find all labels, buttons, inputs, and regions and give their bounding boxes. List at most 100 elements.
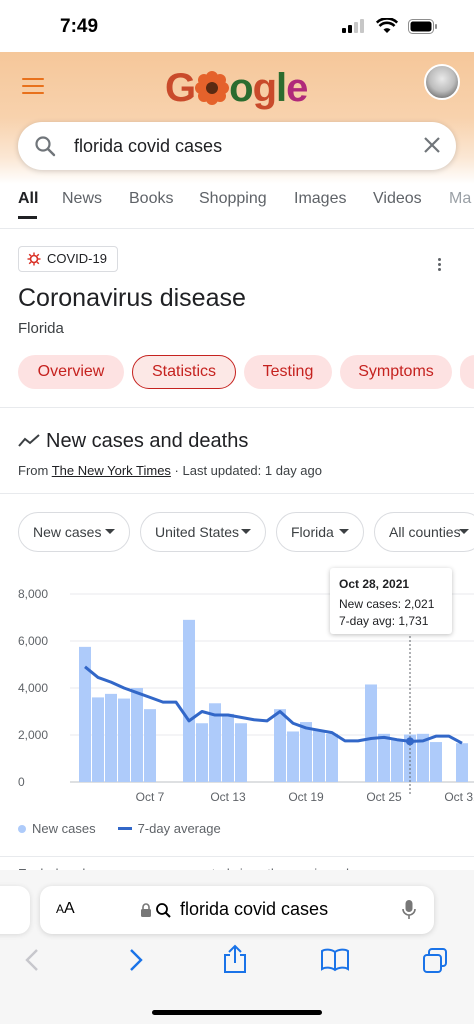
- chart-bar: [79, 646, 91, 782]
- menu-icon[interactable]: [22, 78, 44, 96]
- cases-chart[interactable]: 0 2,000 4,000 6,000 8,000 Oct 7 Oct 13 Oct 19 Oc…: [0, 560, 474, 820]
- tab-images[interactable]: Images: [294, 190, 347, 207]
- more-options-icon[interactable]: [438, 258, 442, 273]
- chart-tooltip: Oct 28, 2021 New cases: 2,021 7-day avg:…: [330, 568, 452, 634]
- y-tick-label: 6,000: [18, 634, 48, 648]
- chart-bar: [391, 739, 403, 782]
- pill-symptoms[interactable]: Symptoms: [340, 355, 452, 389]
- avatar[interactable]: [424, 64, 460, 100]
- logo-letter: o: [229, 66, 253, 110]
- x-tick-label: Oct 19: [288, 790, 324, 804]
- chart-bar: [235, 723, 247, 782]
- filter-state-dropdown[interactable]: Florida: [276, 512, 364, 552]
- home-indicator: [152, 1010, 322, 1015]
- aa-small: A: [56, 902, 65, 916]
- lock-icon: [141, 903, 171, 918]
- wifi-icon: [376, 18, 398, 33]
- chart-bar: [300, 722, 312, 782]
- tab-shopping[interactable]: Shopping: [199, 190, 267, 207]
- filter-country-dropdown[interactable]: United States: [140, 512, 266, 552]
- tabs-icon[interactable]: [422, 948, 448, 974]
- chart-bar: [131, 688, 143, 782]
- signal-icon: [342, 19, 364, 33]
- logo-letter: G: [165, 66, 196, 110]
- chart-bar: [92, 697, 104, 782]
- divider: [0, 228, 474, 229]
- tooltip-new-cases: New cases: 2,021: [339, 597, 435, 611]
- chart-bar: [378, 733, 390, 782]
- back-icon[interactable]: [24, 948, 40, 972]
- highlight-point: [406, 737, 414, 746]
- x-tick-label: Oct 31: [444, 790, 474, 804]
- pill-overview[interactable]: Overview: [18, 355, 124, 389]
- tab-maps[interactable]: Ma: [449, 190, 472, 207]
- pill-statistics[interactable]: Statistics: [132, 355, 236, 389]
- chart-legend: New cases 7-day average: [18, 821, 221, 836]
- tab-books[interactable]: Books: [129, 190, 174, 207]
- covid-chip[interactable]: COVID-19: [18, 246, 118, 272]
- x-tick-label: Oct 13: [210, 790, 246, 804]
- search-box[interactable]: florida covid cases: [18, 122, 456, 170]
- section-title: New cases and deaths: [46, 430, 249, 452]
- google-doodle-logo[interactable]: G ogle: [165, 66, 308, 111]
- chart-bar: [144, 709, 156, 782]
- source-line: From The New York Times · Last updated: …: [18, 463, 322, 478]
- chart-bar: [417, 733, 429, 782]
- source-prefix: From: [18, 463, 52, 478]
- status-icons: [342, 18, 438, 34]
- divider: [0, 856, 474, 857]
- search-icon: [35, 136, 56, 157]
- legend-line-label: 7-day average: [137, 821, 221, 836]
- share-icon[interactable]: [222, 944, 248, 974]
- flower-icon: [195, 71, 230, 105]
- status-time: 7:49: [60, 16, 99, 37]
- filter-label: United States: [155, 524, 240, 540]
- covid-chip-label: COVID-19: [47, 251, 107, 266]
- tooltip-date: Oct 28, 2021: [339, 577, 410, 591]
- y-tick-label: 2,000: [18, 728, 48, 742]
- tab-all[interactable]: All: [18, 190, 39, 207]
- chart-bar: [313, 730, 325, 782]
- tab-videos[interactable]: Videos: [373, 190, 422, 207]
- chart-bar: [326, 733, 338, 782]
- dropdown-arrow-icon: [339, 529, 349, 534]
- logo-flower-o: [195, 70, 230, 105]
- chart-bar: [118, 698, 130, 782]
- clear-icon[interactable]: [422, 135, 442, 155]
- safari-toolbar: AA florida covid cases: [0, 870, 474, 1024]
- source-suffix: · Last updated: 1 day ago: [170, 463, 322, 478]
- tab-news[interactable]: News: [62, 190, 103, 207]
- card-title: Coronavirus disease: [18, 284, 246, 312]
- source-link[interactable]: The New York Times: [51, 463, 171, 478]
- reader-aa-button[interactable]: AA: [56, 900, 75, 918]
- battery-icon: [408, 18, 437, 34]
- logo-letter: e: [286, 66, 308, 110]
- y-tick-label: 8,000: [18, 587, 48, 601]
- previous-tab-card[interactable]: [0, 886, 30, 934]
- pill-more[interactable]: [460, 355, 474, 389]
- bookmarks-icon[interactable]: [320, 948, 350, 972]
- chart-bar: [365, 684, 377, 782]
- chart-bar: [209, 703, 221, 782]
- filter-metric-dropdown[interactable]: New cases: [18, 512, 130, 552]
- chart-bar: [430, 742, 442, 782]
- y-tick-label: 4,000: [18, 681, 48, 695]
- legend-line-swatch: [117, 827, 132, 830]
- search-input[interactable]: florida covid cases: [74, 136, 223, 156]
- address-bar[interactable]: AA florida covid cases: [40, 886, 434, 934]
- dropdown-arrow-icon: [459, 529, 469, 534]
- aa-big: A: [64, 900, 75, 917]
- dropdown-arrow-icon: [241, 529, 251, 534]
- active-tab-indicator: [18, 216, 37, 219]
- address-url: florida covid cases: [180, 899, 329, 919]
- chart-bar: [222, 713, 234, 782]
- forward-icon[interactable]: [128, 948, 144, 972]
- filter-county-dropdown[interactable]: All counties: [374, 512, 474, 552]
- chart-bar: [105, 693, 117, 782]
- dropdown-arrow-icon: [105, 529, 115, 534]
- filter-label: New cases: [33, 524, 102, 540]
- chart-bar: [274, 709, 286, 782]
- chart-bar: [287, 731, 299, 782]
- pill-testing[interactable]: Testing: [244, 355, 332, 389]
- microphone-icon[interactable]: [402, 899, 416, 921]
